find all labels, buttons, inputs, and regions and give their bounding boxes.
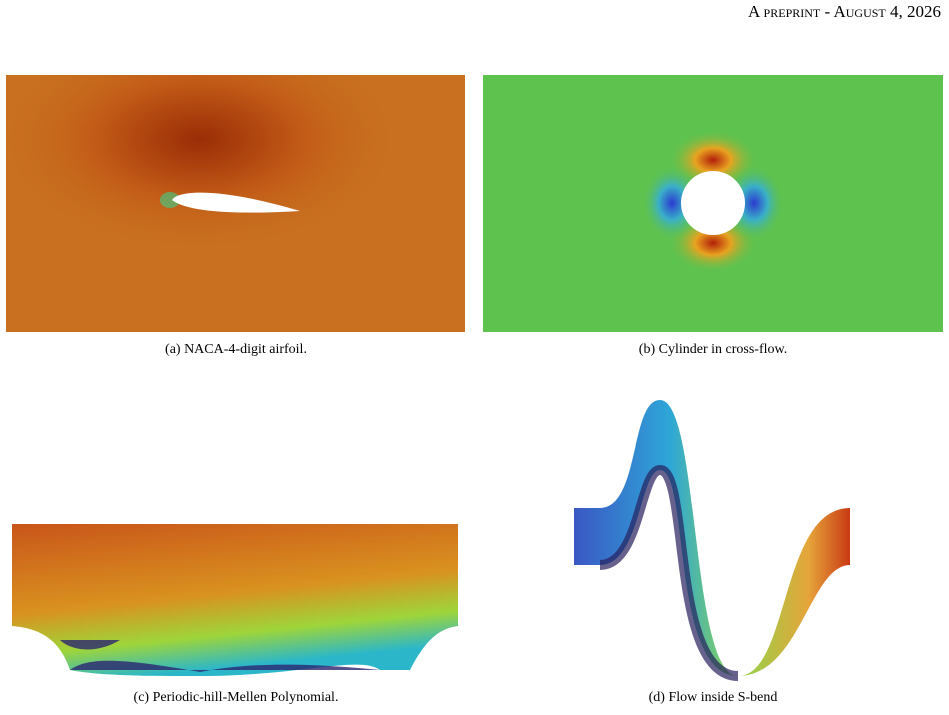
bend-streak xyxy=(599,464,739,681)
cylinder xyxy=(681,171,745,235)
hill-field xyxy=(12,524,458,676)
caption: (a) NACA-4-digit airfoil. xyxy=(165,342,307,357)
suction-right xyxy=(724,165,784,241)
caption: (d) Flow inside S-bend xyxy=(648,690,778,705)
stagnation xyxy=(160,192,180,208)
airfoil xyxy=(172,192,300,213)
s-bend xyxy=(574,400,850,676)
caption: (c) Periodic-hill-Mellen Polynomial. xyxy=(133,690,339,705)
recirculation xyxy=(60,640,380,672)
caption: (b) Cylinder in cross-flow. xyxy=(638,342,788,357)
running-head: A preprint - August 4, 2026 xyxy=(747,2,941,21)
suction-left xyxy=(642,165,702,241)
